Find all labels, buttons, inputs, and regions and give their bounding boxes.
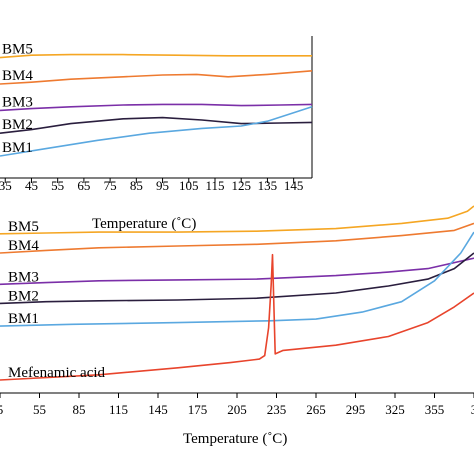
top-x-tick-label: 35 — [0, 178, 12, 193]
top-label-bm3: BM3 — [2, 94, 33, 110]
top-x-tick-label: 45 — [25, 178, 38, 193]
top-x-tick-label: 65 — [77, 178, 90, 193]
top-x-tick-label: 95 — [156, 178, 169, 193]
top-panel: 35 45 55 65 75 85 95 105 115 125 135 145 BM5 BM4 BM3 B… — [0, 36, 313, 232]
bottom-panel-x-axis-title: Temperature (˚C) — [183, 431, 287, 447]
top-label-bm2: BM2 — [2, 117, 33, 133]
bottom-x-tick-label: 235 — [267, 402, 287, 417]
top-x-tick-label: 115 — [205, 178, 224, 193]
top-x-tick-label: 55 — [51, 178, 64, 193]
bottom-x-tick-label: 175 — [188, 402, 208, 417]
bottom-x-tick-label: 205 — [227, 402, 247, 417]
bottom-x-tick-label: 5 — [0, 402, 3, 417]
bottom-x-tick-label: 55 — [33, 402, 46, 417]
top-x-tick-label: 105 — [179, 178, 199, 193]
bottom-series-bm3 — [0, 257, 474, 286]
bottom-series-mefenamic-acid — [0, 253, 474, 381]
bottom-series-bm5 — [0, 205, 474, 235]
top-series-bm5 — [0, 53, 312, 59]
bottom-label-bm4: BM4 — [8, 238, 39, 254]
bottom-panel: 5 55 85 115 145 175 205 235 265 295 325 355 3 BM5BM4… — [0, 205, 474, 447]
bottom-x-tick-label: 85 — [73, 402, 86, 417]
top-x-tick-label: 135 — [258, 178, 278, 193]
bottom-label-bm3: BM3 — [8, 269, 39, 285]
top-x-tick-label: 85 — [130, 178, 143, 193]
bottom-x-tick-label: 295 — [346, 402, 366, 417]
bottom-series-bm2 — [0, 252, 474, 305]
top-x-tick-label: 145 — [284, 178, 304, 193]
top-x-tick-label: 125 — [231, 178, 251, 193]
bottom-x-tick-label: 115 — [109, 402, 128, 417]
top-series-bm3 — [0, 103, 313, 112]
bottom-x-tick-label: 265 — [306, 402, 326, 417]
top-label-bm5: BM5 — [2, 42, 33, 58]
bottom-series-bm4 — [0, 222, 474, 254]
bottom-x-tick-label: 355 — [425, 402, 445, 417]
top-series-bm4 — [0, 70, 313, 85]
bottom-x-tick-label: 3 — [471, 402, 474, 417]
top-series-bm1 — [0, 106, 313, 157]
top-panel-x-axis-title: Temperature (˚C) — [92, 216, 196, 232]
bottom-label-mefenamic-acid: Mefenamic acid — [8, 365, 106, 381]
bottom-label-bm1: BM1 — [8, 311, 39, 327]
bottom-series-bm1 — [0, 231, 474, 327]
bottom-label-bm5: BM5 — [8, 219, 39, 235]
top-label-bm1: BM1 — [2, 140, 33, 156]
top-x-tick-label: 75 — [104, 178, 117, 193]
bottom-label-bm2: BM2 — [8, 288, 39, 304]
top-series-bm2 — [0, 116, 313, 134]
bottom-x-tick-label: 325 — [385, 402, 405, 417]
top-label-bm4: BM4 — [2, 68, 33, 84]
bottom-x-tick-label: 145 — [148, 402, 168, 417]
